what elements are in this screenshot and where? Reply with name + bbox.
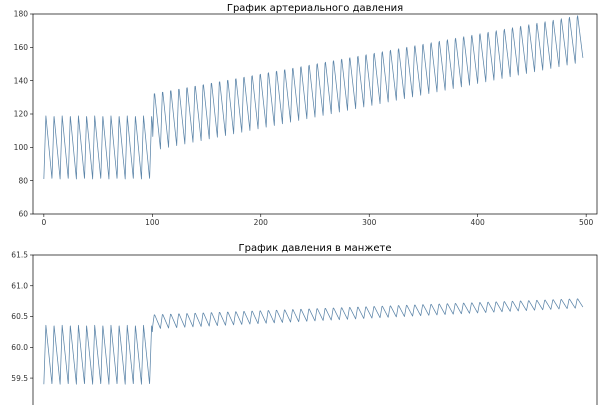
chart-title: График давления в манжете: [239, 243, 392, 254]
axes-frame: [32, 254, 598, 405]
x-tick-label: 300: [362, 218, 377, 227]
y-tick-label: 80: [18, 176, 28, 185]
x-tick-label: 0: [41, 218, 46, 227]
x-tick-label: 100: [145, 218, 160, 227]
y-tick-label: 140: [14, 76, 29, 85]
y-tick-label: 180: [14, 10, 29, 19]
axes-frame: [32, 13, 598, 215]
x-tick-label: 500: [579, 218, 594, 227]
y-tick-label: 100: [14, 143, 29, 152]
y-tick-label: 160: [14, 43, 29, 52]
y-tick-label: 120: [14, 110, 29, 119]
cuff-pressure-chart: График давления в манжете 59.059.560.060…: [11, 243, 598, 405]
y-tick-label: 60: [18, 210, 28, 219]
blood-pressure-chart: График артериального давления 0 100 200 300…: [14, 3, 598, 227]
y-tick-label: 61.5: [11, 251, 28, 260]
y-tick-label: 59.5: [11, 374, 28, 383]
y-tick-label: 60.5: [11, 312, 28, 321]
x-tick-label: 400: [471, 218, 486, 227]
series-line: [43, 15, 584, 180]
series-line: [43, 298, 584, 385]
y-tick-label: 60.0: [11, 343, 28, 352]
y-tick-label: 61.0: [11, 281, 28, 290]
x-tick-label: 200: [254, 218, 269, 227]
chart-title: График артериального давления: [227, 3, 403, 14]
